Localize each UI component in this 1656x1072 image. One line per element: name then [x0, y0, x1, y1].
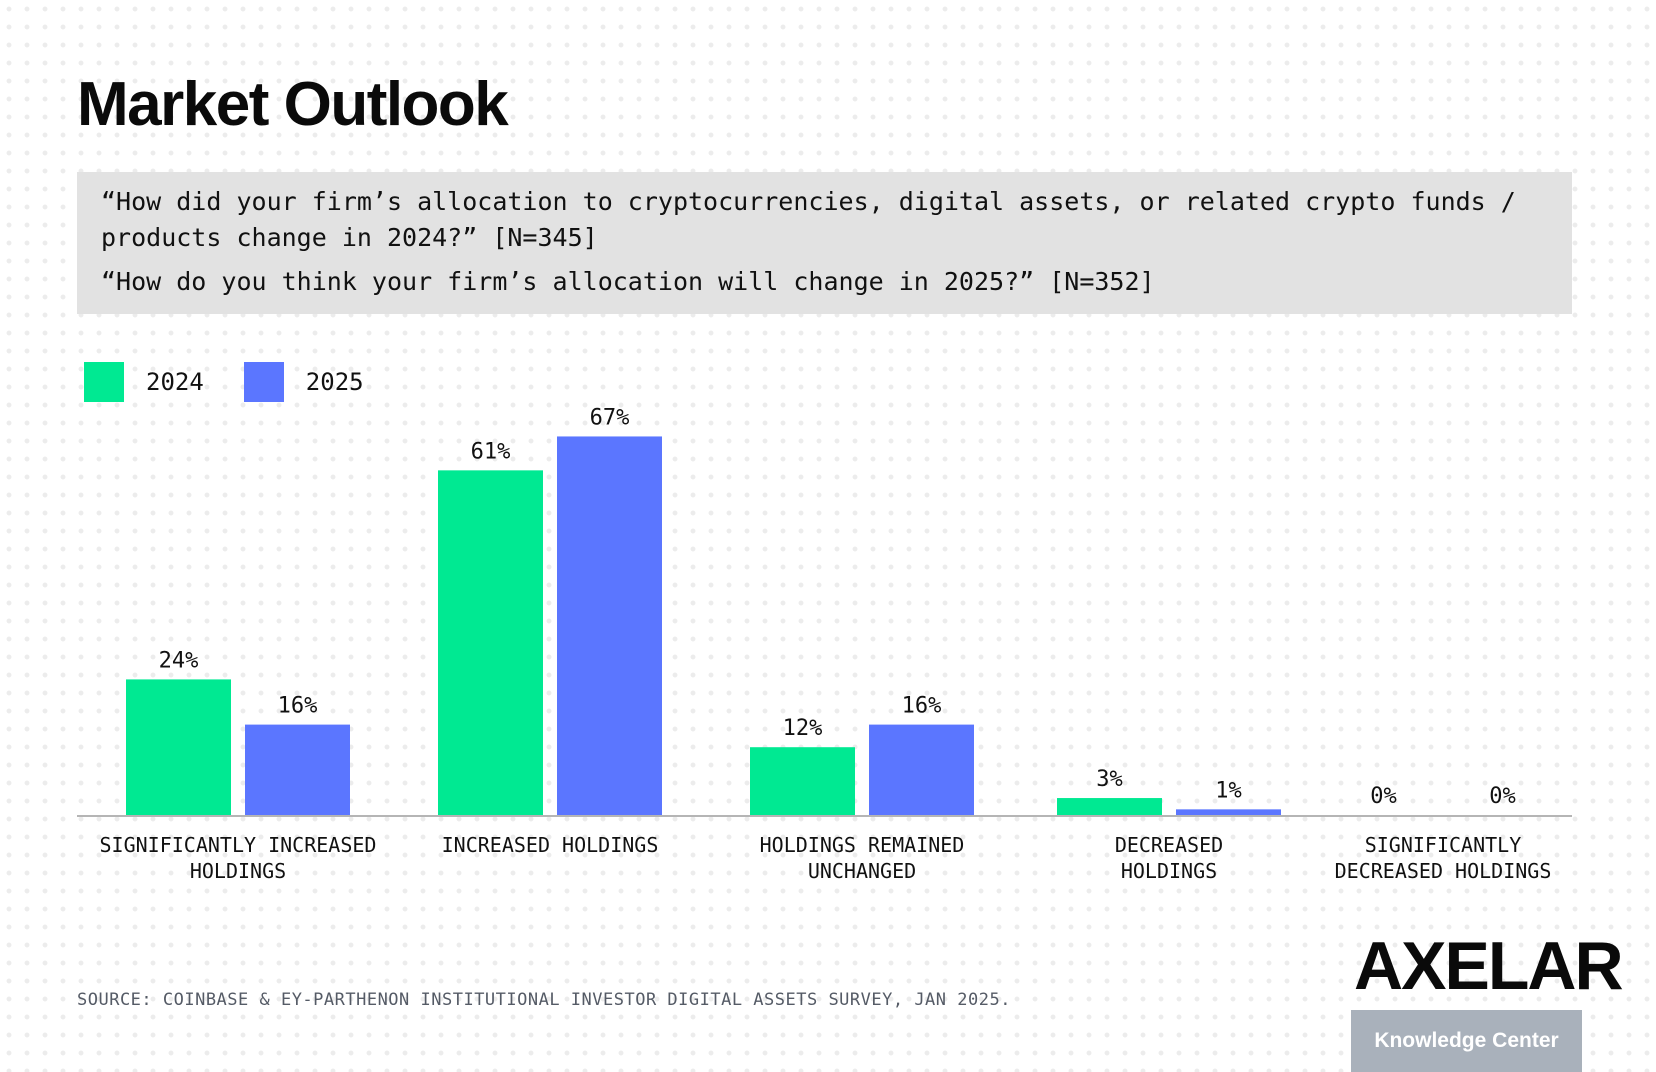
category-label-3-0: DECREASED — [1115, 833, 1223, 857]
source-note: SOURCE: COINBASE & EY-PARTHENON INSTITUT… — [77, 990, 1011, 1010]
bar-2024-0 — [126, 679, 231, 815]
bar-2024-2 — [750, 747, 855, 815]
bar-chart: 24%16%SIGNIFICANTLY INCREASEDHOLDINGS61%… — [77, 405, 1572, 883]
question-2024: “How did your firm’s allocation to crypt… — [101, 187, 1516, 252]
category-label-1-0: INCREASED HOLDINGS — [442, 833, 659, 857]
data-label-2025-0: 16% — [278, 694, 318, 719]
category-label-2-1: UNCHANGED — [808, 859, 916, 883]
legend-swatch-2025 — [243, 362, 284, 402]
data-label-2024-1: 61% — [471, 439, 511, 464]
category-label-3-1: HOLDINGS — [1121, 859, 1217, 883]
category-label-0-1: HOLDINGS — [190, 859, 286, 883]
knowledge-center-badge: Knowledge Center — [1351, 1010, 1582, 1072]
bar-2025-2 — [869, 724, 974, 815]
category-label-4-0: SIGNIFICANTLY — [1365, 833, 1522, 857]
axelar-logo: AXELAR — [1354, 928, 1624, 1004]
legend-swatch-2024 — [84, 362, 124, 402]
data-label-2025-3: 1% — [1215, 778, 1242, 803]
category-label-0-0: SIGNIFICANTLY INCREASED — [100, 833, 377, 857]
question-2025: “How do you think your firm’s allocation… — [101, 267, 1155, 296]
bar-2024-3 — [1057, 798, 1162, 815]
data-label-2024-3: 3% — [1096, 767, 1123, 792]
bar-2024-1 — [438, 470, 543, 815]
chart-legend: 2024 2025 — [84, 362, 404, 402]
data-label-2024-2: 12% — [783, 716, 823, 741]
data-label-2024-0: 24% — [159, 648, 199, 673]
bar-2025-1 — [557, 436, 662, 815]
category-label-4-1: DECREASED HOLDINGS — [1335, 859, 1552, 883]
legend-label-2024: 2024 — [146, 368, 204, 396]
legend-label-2025: 2025 — [305, 368, 364, 396]
data-label-2025-4: 0% — [1489, 784, 1516, 809]
data-label-2025-1: 67% — [590, 405, 630, 430]
data-label-2024-4: 0% — [1370, 784, 1397, 809]
legend-item-2024: 2024 — [84, 362, 204, 402]
legend-item-2025: 2025 — [243, 362, 364, 402]
bar-2025-0 — [245, 724, 350, 815]
data-label-2025-2: 16% — [902, 694, 942, 719]
question-box: “How did your firm’s allocation to crypt… — [77, 172, 1572, 314]
category-label-2-0: HOLDINGS REMAINED — [760, 833, 965, 857]
page-title: Market Outlook — [77, 70, 509, 139]
bar-2025-3 — [1176, 809, 1281, 815]
